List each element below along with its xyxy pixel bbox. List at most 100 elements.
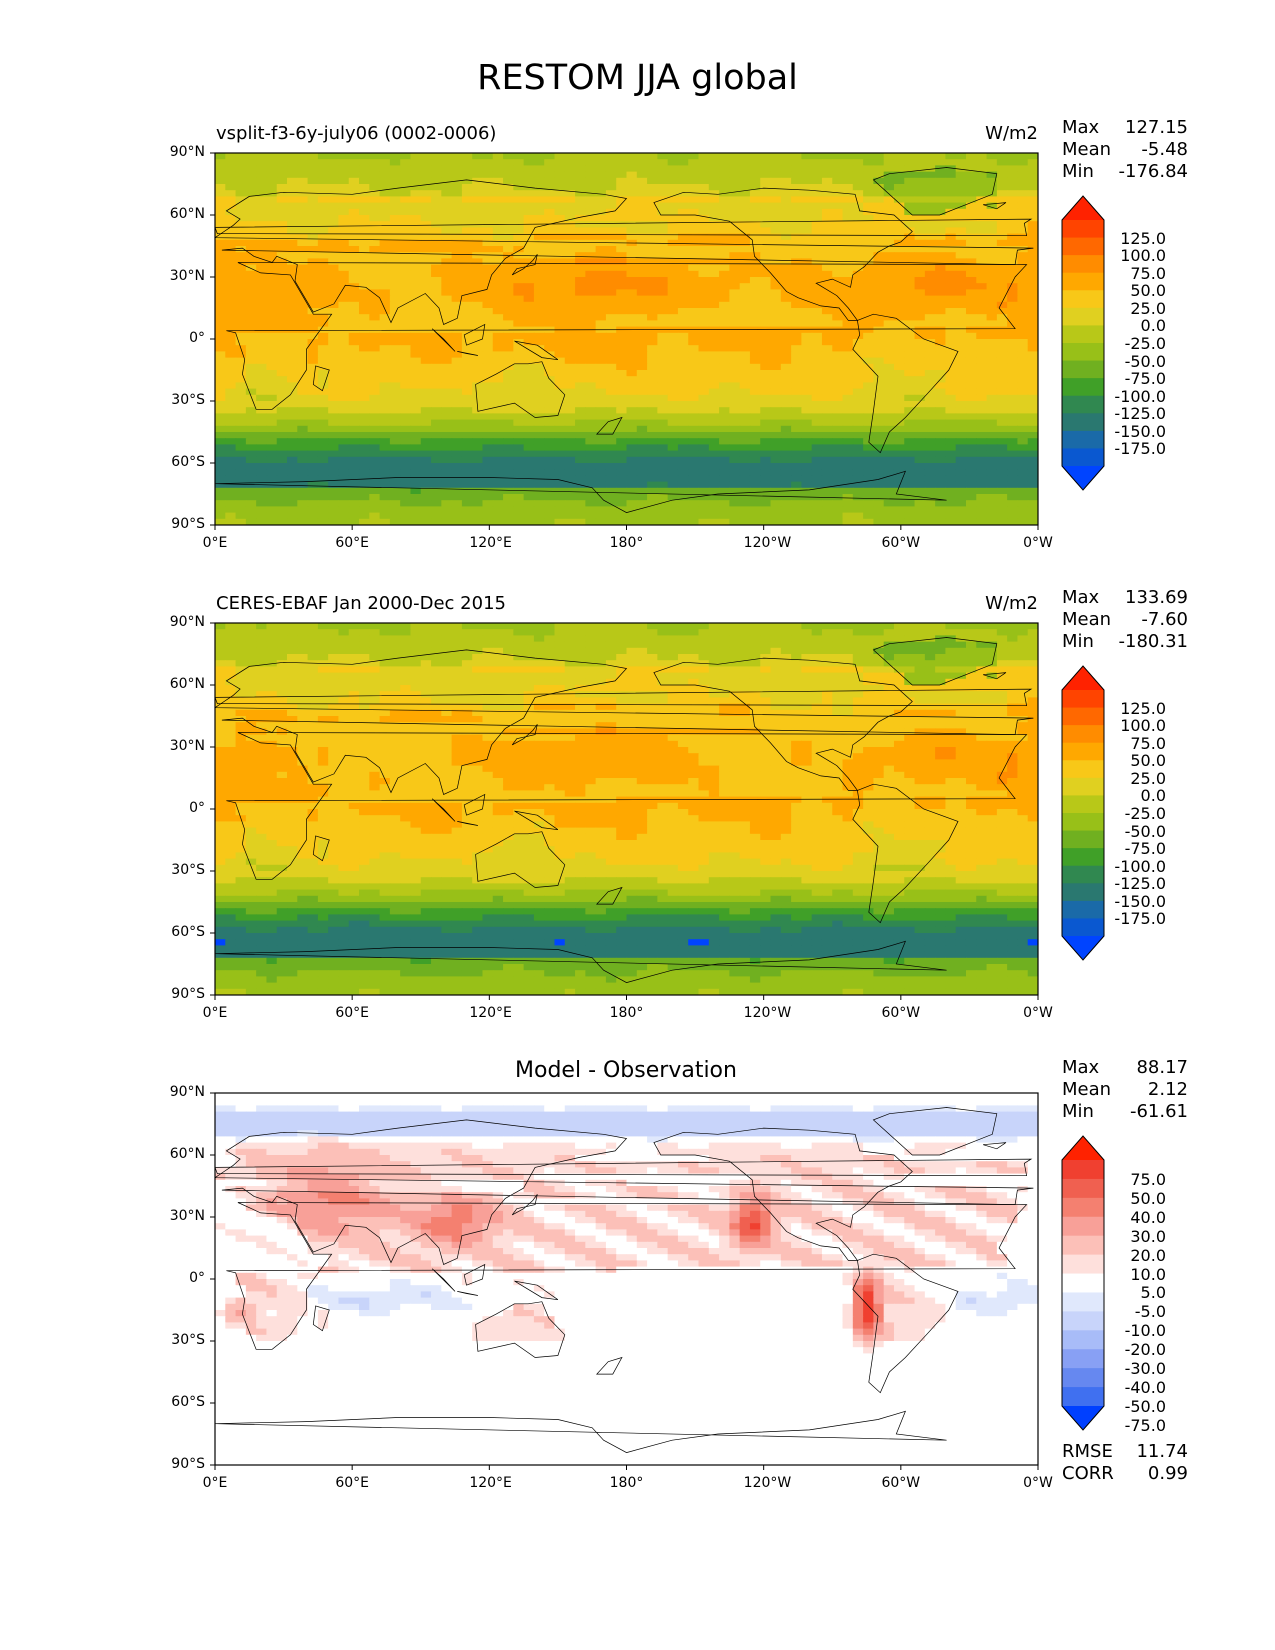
field-cell	[616, 370, 627, 377]
field-cell	[338, 159, 349, 166]
field-cell	[349, 351, 360, 358]
field-cell	[297, 265, 308, 272]
field-cell	[441, 382, 452, 389]
field-cell	[832, 364, 843, 371]
field-cell	[925, 240, 936, 247]
field-cell	[904, 488, 915, 495]
field-cell	[1028, 413, 1039, 420]
field-cell	[472, 444, 483, 451]
field-cell	[791, 482, 802, 489]
field-cell	[616, 426, 627, 433]
field-cell	[565, 463, 576, 470]
field-cell	[349, 159, 360, 166]
field-cell	[627, 382, 638, 389]
field-cell	[791, 457, 802, 464]
field-cell	[956, 271, 967, 278]
field-cell	[678, 395, 689, 402]
field-cell	[380, 488, 391, 495]
field-cell	[215, 246, 226, 253]
field-cell	[503, 209, 514, 216]
field-cell	[791, 333, 802, 340]
field-cell	[225, 426, 236, 433]
field-cell	[1017, 302, 1028, 309]
field-cell	[225, 401, 236, 408]
field-cell	[719, 506, 730, 513]
field-cell	[318, 426, 329, 433]
field-cell	[997, 451, 1008, 458]
field-cell	[915, 482, 926, 489]
field-cell	[565, 221, 576, 228]
field-cell	[1017, 172, 1028, 179]
field-cell	[236, 165, 247, 172]
field-cell	[215, 339, 226, 346]
field-cell	[945, 320, 956, 327]
field-cell	[627, 333, 638, 340]
field-cell	[884, 246, 895, 253]
field-cell	[493, 488, 504, 495]
field-cell	[822, 178, 833, 185]
field-cell	[976, 623, 987, 630]
field-cell	[801, 432, 812, 439]
field-cell	[863, 178, 874, 185]
field-cell	[616, 513, 627, 520]
field-cell	[308, 320, 319, 327]
field-cell	[369, 635, 380, 642]
field-cell	[277, 351, 288, 358]
field-cell	[925, 196, 936, 203]
field-cell	[565, 494, 576, 501]
field-cell	[843, 345, 854, 352]
field-cell	[760, 513, 771, 520]
field-cell	[657, 320, 668, 327]
field-cell	[359, 277, 370, 284]
field-cell	[493, 209, 504, 216]
field-cell	[884, 451, 895, 458]
field-cell	[688, 283, 699, 290]
field-cell	[801, 413, 812, 420]
field-cell	[575, 420, 586, 427]
field-cell	[843, 196, 854, 203]
field-cell	[452, 165, 463, 172]
field-cell	[904, 500, 915, 507]
field-cell	[596, 209, 607, 216]
field-cell	[308, 240, 319, 247]
field-cell	[318, 159, 329, 166]
field-cell	[1017, 420, 1028, 427]
field-cell	[349, 252, 360, 259]
field-cell	[380, 302, 391, 309]
field-cell	[740, 252, 751, 259]
field-cell	[812, 209, 823, 216]
field-cell	[277, 500, 288, 507]
field-cell	[369, 209, 380, 216]
field-cell	[472, 482, 483, 489]
field-cell	[709, 395, 720, 402]
field-cell	[637, 209, 648, 216]
field-cell	[832, 457, 843, 464]
field-cell	[1007, 159, 1018, 166]
field-cell	[277, 215, 288, 222]
field-cell	[791, 308, 802, 315]
field-cell	[637, 178, 648, 185]
field-cell	[441, 196, 452, 203]
field-cell	[215, 407, 226, 414]
field-cell	[935, 358, 946, 365]
field-cell	[843, 252, 854, 259]
field-cell	[760, 308, 771, 315]
field-cell	[328, 221, 339, 228]
field-cell	[225, 438, 236, 445]
field-cell	[534, 159, 545, 166]
field-cell	[369, 506, 380, 513]
field-cell	[925, 271, 936, 278]
field-cell	[277, 320, 288, 327]
field-cell	[688, 482, 699, 489]
field-cell	[987, 438, 998, 445]
field-cell	[462, 407, 473, 414]
field-cell	[246, 165, 257, 172]
field-cell	[997, 265, 1008, 272]
field-cell	[678, 451, 689, 458]
field-cell	[452, 623, 463, 630]
field-cell	[380, 364, 391, 371]
field-cell	[380, 413, 391, 420]
field-cell	[812, 265, 823, 272]
field-cell	[513, 172, 524, 179]
field-cell	[410, 364, 421, 371]
